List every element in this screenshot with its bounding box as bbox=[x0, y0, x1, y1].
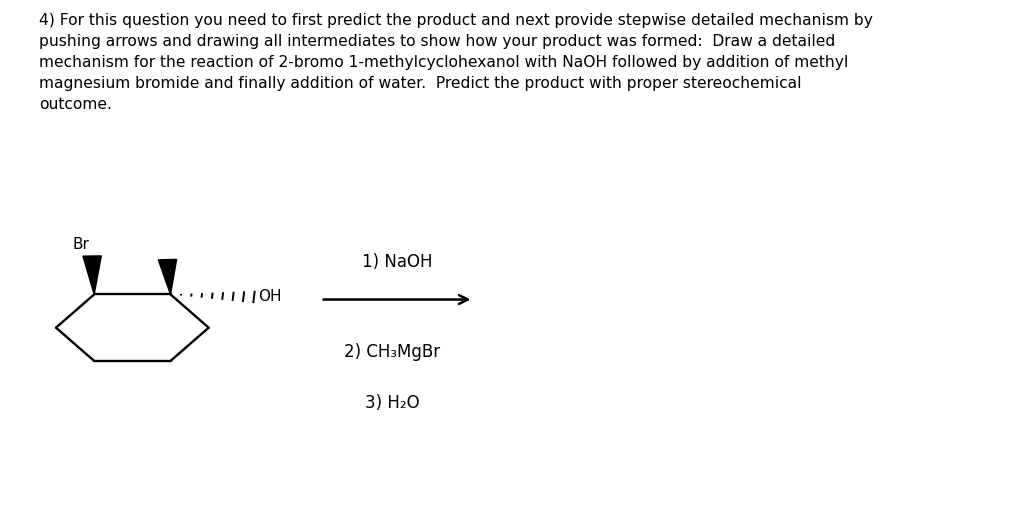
Text: Br: Br bbox=[72, 237, 90, 252]
Text: 4) For this question you need to first predict the product and next provide step: 4) For this question you need to first p… bbox=[39, 13, 872, 112]
Text: OH: OH bbox=[258, 289, 282, 305]
Text: 2) CH₃MgBr: 2) CH₃MgBr bbox=[344, 343, 440, 361]
Polygon shape bbox=[159, 260, 176, 294]
Polygon shape bbox=[83, 256, 101, 294]
Text: 1) NaOH: 1) NaOH bbox=[361, 253, 433, 271]
Text: 3) H₂O: 3) H₂O bbox=[364, 394, 419, 412]
